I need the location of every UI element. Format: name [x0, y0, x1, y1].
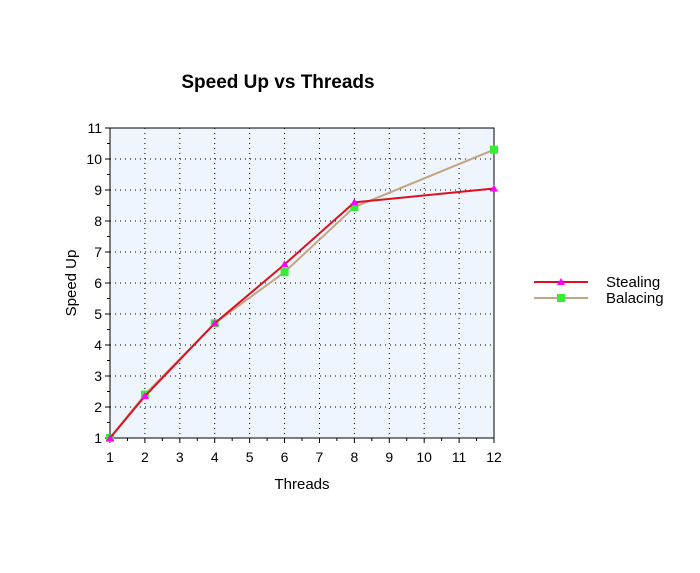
data-point-stealing-8: [350, 198, 359, 206]
data-point-balacing-8: [350, 203, 359, 212]
y-tick-label-7: 7: [94, 244, 102, 260]
y-tick-label-1: 1: [94, 430, 102, 446]
series-line-stealing: [109, 187, 495, 439]
y-tick-label-10: 10: [86, 151, 102, 167]
chart-title: Speed Up vs Threads: [181, 72, 374, 93]
x-tick-label-5: 5: [246, 449, 254, 465]
data-point-balacing-12: [490, 145, 498, 154]
y-axis-ticks: 1 2 3 4 5 6 7 8 9 10 11: [86, 120, 110, 446]
y-tick-label-5: 5: [94, 306, 102, 322]
legend-marker-stealing: [557, 278, 565, 285]
y-tick-label-9: 9: [94, 182, 102, 198]
x-tick-label-6: 6: [281, 449, 289, 465]
x-axis-title: Threads: [274, 476, 329, 493]
x-tick-label-9: 9: [385, 449, 393, 465]
data-point-stealing-12: [490, 184, 498, 192]
x-tick-label-7: 7: [316, 449, 324, 465]
y-tick-label-3: 3: [94, 368, 102, 384]
series-group: [106, 145, 498, 442]
x-tick-label-4: 4: [211, 449, 219, 465]
legend-item-stealing: Stealing: [534, 274, 660, 291]
series-stealing: [106, 184, 498, 441]
legend-marker-balacing: [557, 294, 565, 302]
x-tick-label-11: 11: [452, 449, 467, 465]
legend-label-balacing: Balacing: [606, 290, 664, 307]
y-tick-label-11: 11: [87, 120, 102, 136]
y-tick-label-6: 6: [94, 275, 102, 291]
x-tick-label-2: 2: [141, 449, 149, 465]
x-tick-label-12: 12: [486, 449, 502, 465]
legend-label-stealing: Stealing: [606, 274, 660, 291]
x-tick-label-3: 3: [176, 449, 184, 465]
data-point-stealing-2: [140, 392, 149, 400]
data-point-stealing-6: [280, 260, 289, 268]
y-axis-title: Speed Up: [63, 250, 80, 317]
data-point-balacing-6: [280, 268, 289, 277]
data-point-stealing-4: [210, 319, 219, 327]
grid-lines: [110, 128, 494, 438]
legend-item-balacing: Balacing: [534, 290, 664, 307]
x-tick-label-10: 10: [416, 449, 432, 465]
y-tick-label-8: 8: [94, 213, 102, 229]
plot-area: [110, 128, 494, 438]
x-tick-label-1: 1: [106, 449, 114, 465]
y-tick-label-2: 2: [94, 399, 102, 415]
x-axis-ticks: 1 2 3 4 5 6 7 8 9 10 11 12: [106, 438, 502, 465]
x-tick-label-8: 8: [350, 449, 358, 465]
data-point-stealing-1: [106, 434, 114, 441]
y-tick-label-4: 4: [94, 337, 102, 353]
